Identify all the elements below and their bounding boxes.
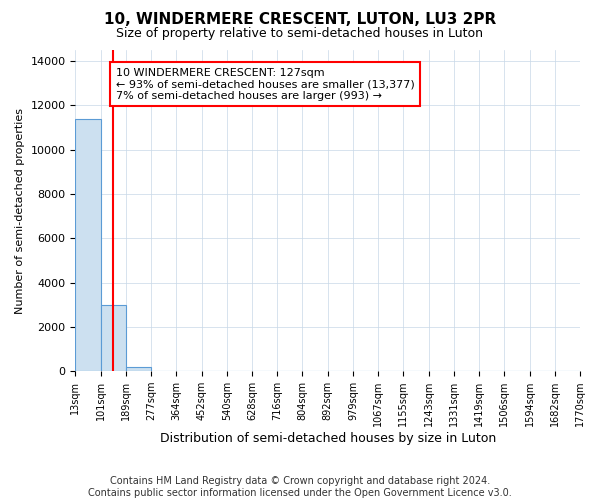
Bar <box>76 118 101 371</box>
Text: Contains HM Land Registry data © Crown copyright and database right 2024.
Contai: Contains HM Land Registry data © Crown c… <box>88 476 512 498</box>
Text: 10, WINDERMERE CRESCENT, LUTON, LU3 2PR: 10, WINDERMERE CRESCENT, LUTON, LU3 2PR <box>104 12 496 28</box>
Y-axis label: Number of semi-detached properties: Number of semi-detached properties <box>15 108 25 314</box>
Bar <box>126 367 151 371</box>
Text: Size of property relative to semi-detached houses in Luton: Size of property relative to semi-detach… <box>116 28 484 40</box>
Text: 10 WINDERMERE CRESCENT: 127sqm
← 93% of semi-detached houses are smaller (13,377: 10 WINDERMERE CRESCENT: 127sqm ← 93% of … <box>116 68 415 101</box>
Bar <box>101 305 126 371</box>
X-axis label: Distribution of semi-detached houses by size in Luton: Distribution of semi-detached houses by … <box>160 432 496 445</box>
